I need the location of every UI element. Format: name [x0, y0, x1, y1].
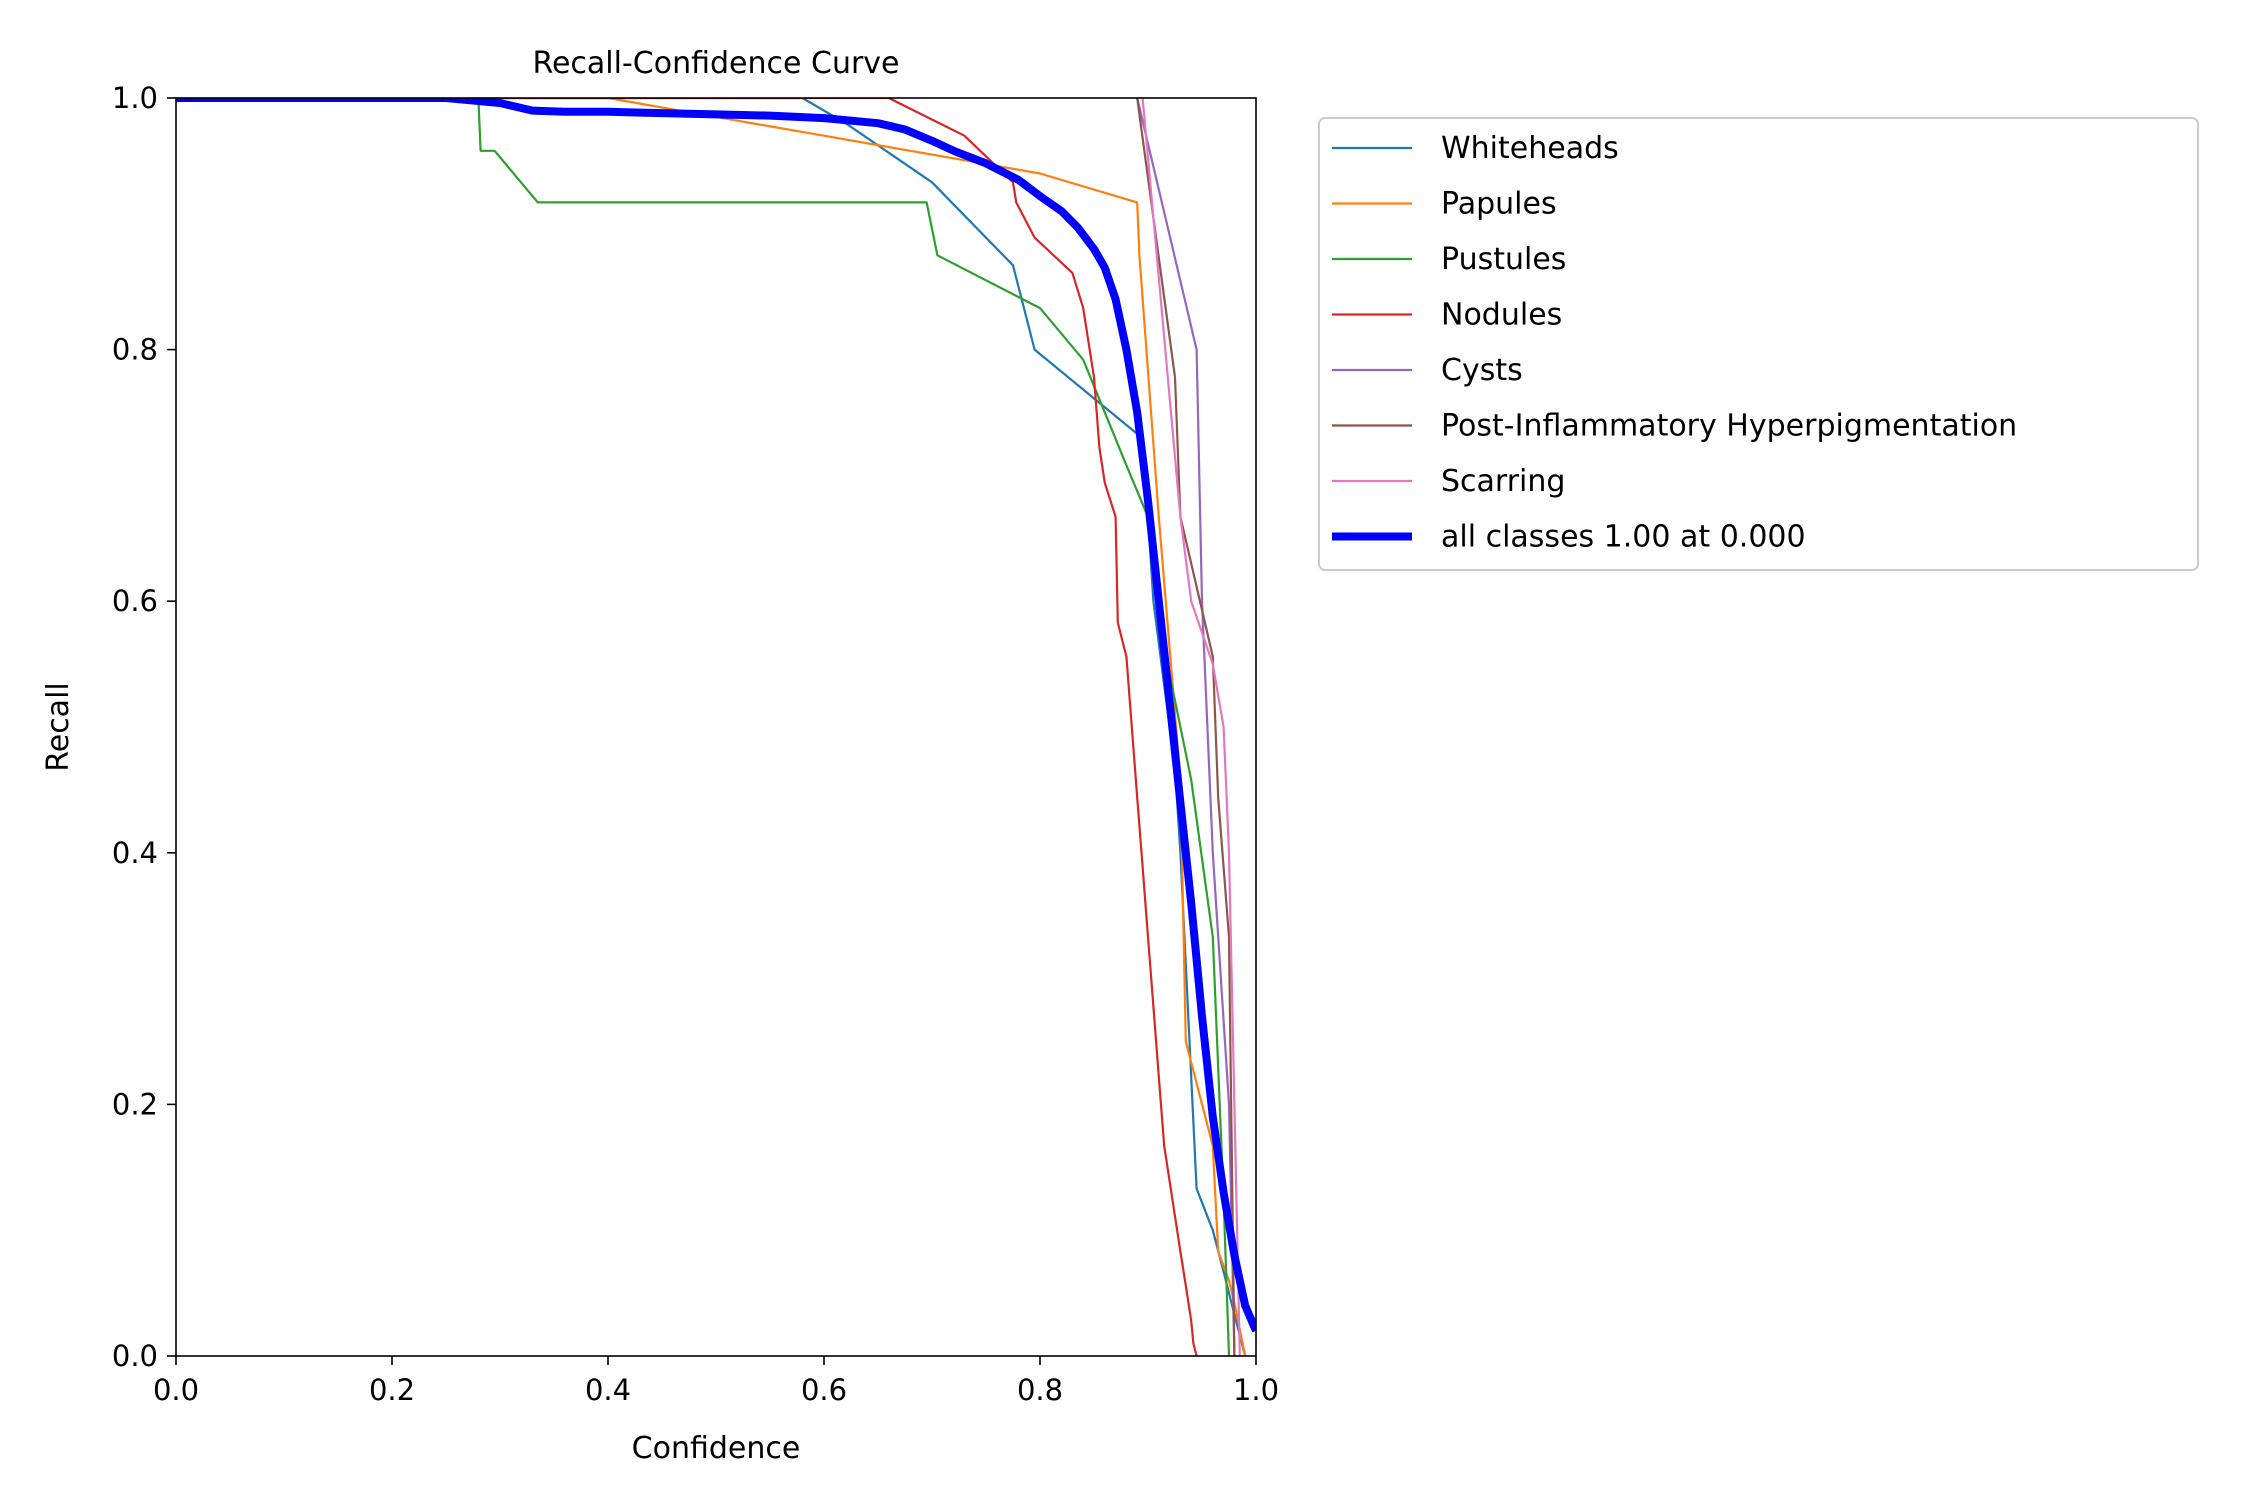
legend-label: Cysts [1441, 353, 1523, 388]
x-tick-label: 0.2 [369, 1373, 415, 1407]
plot-area [175, 97, 1257, 1357]
legend-label: all classes 1.00 at 0.000 [1441, 520, 1806, 555]
x-tick-label: 0.8 [1017, 1373, 1063, 1407]
y-axis-label: Recall [41, 682, 76, 772]
x-tick-label: 0.0 [153, 1373, 199, 1407]
series-layer [176, 98, 1256, 1356]
legend-label: Papules [1441, 187, 1557, 222]
legend: Whiteheads Papules Pustules Nodules Cysts Pos… [1318, 117, 2199, 571]
series-line-7 [176, 98, 1256, 1333]
series-line-2 [176, 98, 1231, 1356]
series-line-3 [176, 98, 1198, 1356]
series-line-1 [176, 98, 1247, 1356]
legend-label: Scarring [1441, 464, 1565, 499]
plot-frame [175, 97, 1257, 1357]
legend-frame [1318, 117, 2199, 571]
y-tick-label: 0.6 [112, 584, 158, 618]
series-line-5 [1136, 98, 1236, 1356]
x-tick-label: 0.6 [801, 1373, 847, 1407]
y-tick-label: 0.2 [112, 1087, 158, 1121]
legend-items: Whiteheads Papules Pustules Nodules Cysts Pos… [1332, 131, 2017, 555]
x-axis-ticks: 0.0 0.2 0.4 0.6 0.8 1.0 [153, 1356, 1279, 1407]
series-line-6 [1141, 98, 1241, 1356]
x-tick-label: 1.0 [1233, 1373, 1279, 1407]
legend-label: Post-Inflammatory Hyperpigmentation [1441, 409, 2017, 444]
chart-title: Recall-Confidence Curve [532, 46, 899, 81]
y-tick-label: 0.8 [112, 333, 158, 367]
y-tick-label: 0.0 [112, 1339, 158, 1373]
series-line-0 [176, 98, 1247, 1356]
legend-label: Pustules [1441, 242, 1566, 277]
y-tick-label: 1.0 [112, 81, 158, 115]
y-tick-label: 0.4 [112, 836, 158, 870]
legend-label: Whiteheads [1441, 131, 1619, 166]
x-axis-label: Confidence [632, 1431, 801, 1466]
x-tick-label: 0.4 [585, 1373, 631, 1407]
y-axis-ticks: 0.0 0.2 0.4 0.6 0.8 1.0 [112, 81, 176, 1373]
legend-label: Nodules [1441, 298, 1562, 333]
series-line-4 [1136, 98, 1236, 1356]
